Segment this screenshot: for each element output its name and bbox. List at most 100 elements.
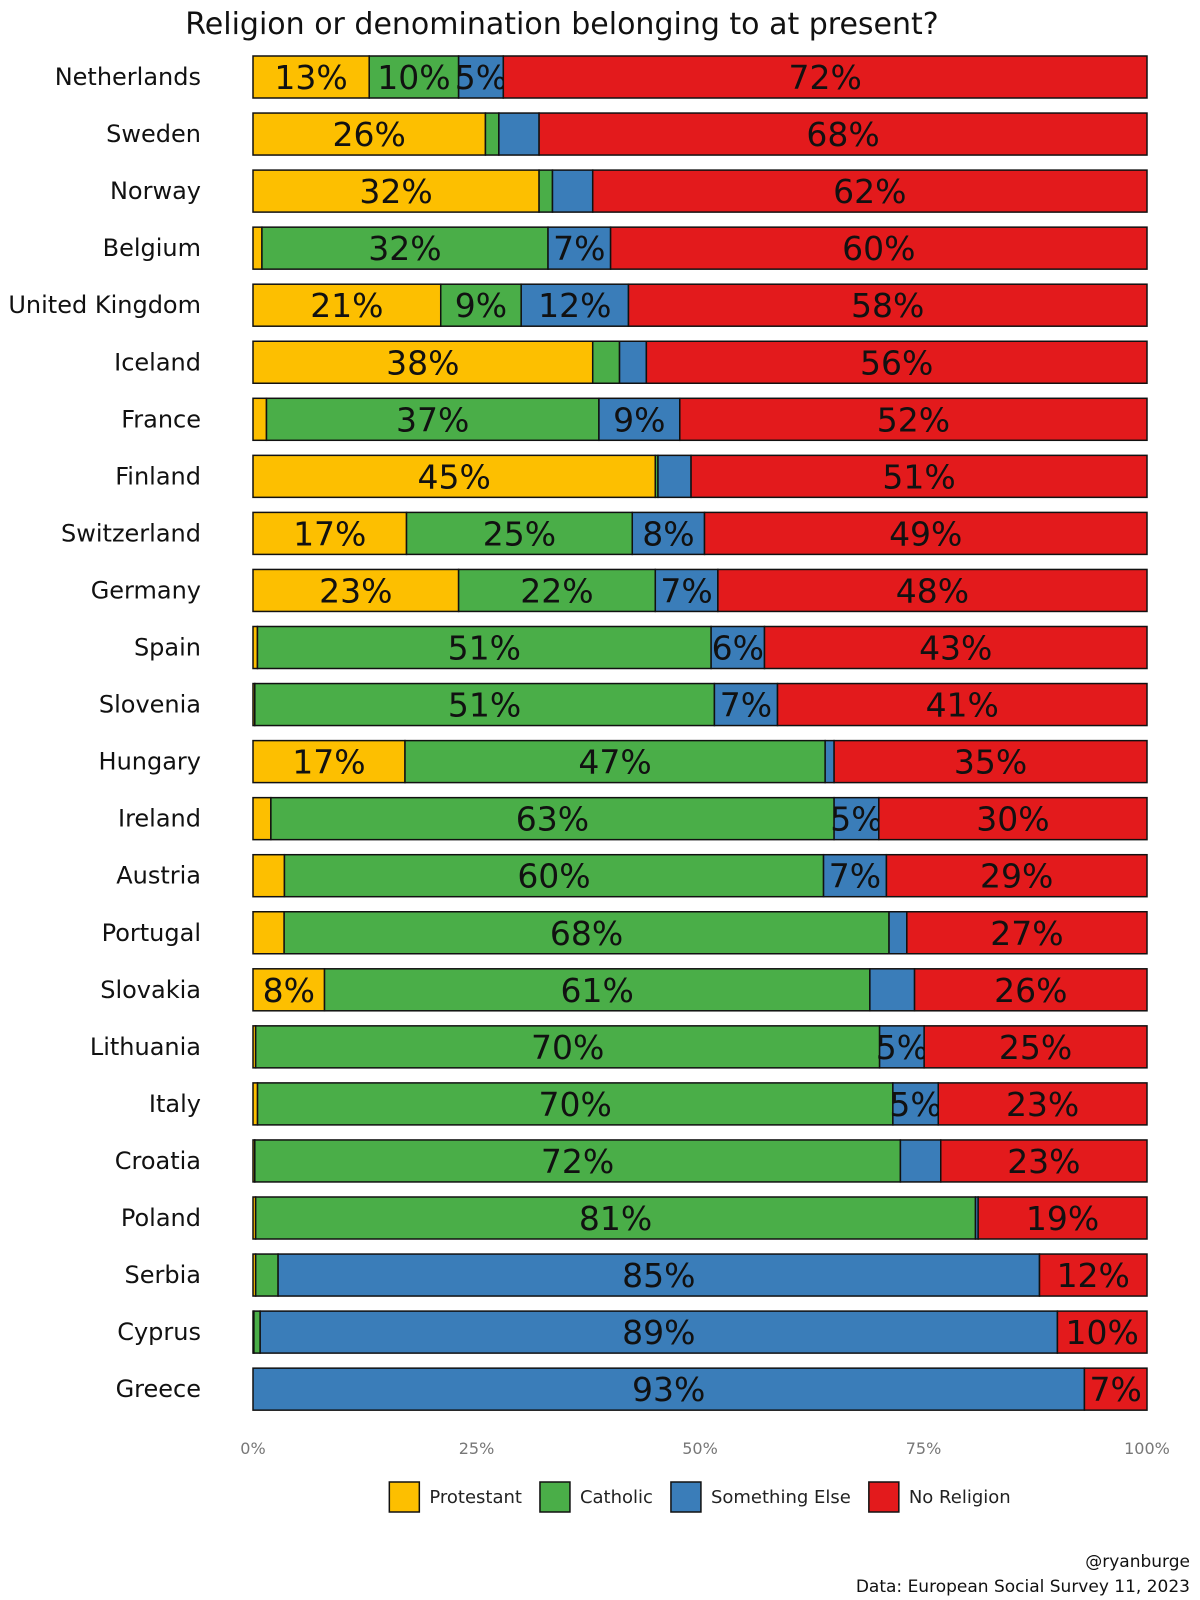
data-label-hungary-protestant: 17% [292, 743, 365, 782]
bar-segment-sweden-protestant [252, 112, 487, 156]
data-label-italy-no-religion: 23% [1006, 1085, 1079, 1124]
data-label-croatia-catholic: 72% [541, 1142, 614, 1181]
bar-segment-united-kingdom-something-else [520, 283, 630, 327]
data-label-netherlands-something-else: 5% [455, 58, 507, 97]
bar-segment-lithuania-no-religion [923, 1025, 1148, 1069]
data-label-spain-something-else: 6% [712, 629, 764, 668]
bar-segment-norway-catholic [538, 169, 554, 213]
bar-segment-spain-no-religion [763, 625, 1148, 670]
bar-segment-croatia-no-religion [940, 1139, 1148, 1183]
bar-segment-switzerland-catholic [405, 511, 634, 556]
legend-swatch-catholic [539, 1481, 571, 1513]
bar-segment-austria-something-else [822, 853, 888, 898]
country-label-germany: Germany [91, 576, 201, 604]
legend-swatch-no-religion [868, 1481, 900, 1513]
country-label-belgium: Belgium [103, 234, 201, 262]
data-label-croatia-no-religion: 23% [1007, 1142, 1080, 1181]
caption-author: @ryanburge [1085, 1552, 1190, 1572]
bar-segment-sweden-something-else [498, 112, 540, 156]
bar-segment-germany-protestant [252, 568, 460, 613]
data-label-netherlands-no-religion: 72% [788, 58, 861, 97]
data-label-switzerland-protestant: 17% [293, 514, 366, 553]
data-label-germany-protestant: 23% [319, 571, 392, 610]
country-label-norway: Norway [110, 177, 201, 205]
bar-segment-netherlands-catholic [368, 55, 460, 99]
country-label-poland: Poland [121, 1204, 201, 1232]
bar-segment-france-catholic [265, 397, 600, 442]
bar-segment-france-protestant [252, 397, 268, 442]
bar-segment-ireland-something-else [833, 796, 880, 841]
x-tick-label: 100% [1124, 1439, 1170, 1458]
data-label-france-no-religion: 52% [877, 400, 950, 439]
bar-segment-croatia-something-else [899, 1139, 942, 1183]
data-label-ireland-something-else: 5% [830, 800, 882, 839]
data-label-switzerland-something-else: 8% [642, 514, 694, 553]
country-label-united-kingdom: United Kingdom [8, 291, 201, 319]
data-label-germany-no-religion: 48% [896, 571, 969, 610]
country-label-austria: Austria [116, 862, 201, 890]
data-label-lithuania-something-else: 5% [876, 1028, 928, 1067]
bar-segment-ireland-protestant [252, 796, 272, 841]
country-label-portugal: Portugal [102, 919, 201, 947]
data-label-united-kingdom-something-else: 12% [538, 286, 611, 325]
country-label-slovakia: Slovakia [100, 976, 201, 1004]
data-label-finland-protestant: 45% [417, 457, 490, 496]
legend-item: No Religion [868, 1481, 1011, 1513]
bar-segment-iceland-protestant [252, 340, 594, 384]
bar-segment-austria-protestant [252, 853, 286, 898]
legend-swatch-something-else [670, 1481, 702, 1513]
data-label-italy-catholic: 70% [539, 1085, 612, 1124]
bar-segment-hungary-no-religion [833, 739, 1148, 784]
legend-label: Something Else [711, 1487, 851, 1508]
data-label-norway-protestant: 32% [359, 172, 432, 211]
country-label-cyprus: Cyprus [117, 1318, 201, 1346]
data-label-hungary-no-religion: 35% [954, 743, 1027, 782]
bar-segment-united-kingdom-no-religion [627, 283, 1148, 327]
bar-segment-germany-something-else [654, 568, 719, 613]
country-label-croatia: Croatia [115, 1147, 201, 1175]
data-label-belgium-catholic: 32% [368, 229, 441, 268]
bar-segment-france-something-else [598, 397, 681, 442]
bar-segment-norway-protestant [252, 169, 540, 213]
bar-segment-slovenia-something-else [713, 682, 779, 727]
data-label-lithuania-no-religion: 25% [999, 1028, 1072, 1067]
data-label-greece-no-religion: 7% [1090, 1370, 1142, 1409]
data-label-lithuania-catholic: 70% [531, 1028, 604, 1067]
data-label-spain-no-religion: 43% [919, 629, 992, 668]
bar-segment-germany-catholic [457, 568, 657, 613]
bar-segment-poland-catholic [254, 1196, 977, 1240]
data-label-united-kingdom-protestant: 21% [310, 286, 383, 325]
bar-segment-sweden-catholic [484, 112, 500, 156]
bar-segment-netherlands-no-religion [502, 55, 1148, 99]
bar-segment-iceland-something-else [618, 340, 648, 384]
chart-title: Religion or denomination belonging to at… [185, 7, 938, 42]
data-label-slovakia-protestant: 8% [263, 971, 315, 1010]
bar-segment-portugal-protestant [252, 911, 285, 955]
bar-segment-greece-no-religion [1083, 1367, 1148, 1411]
bar-segment-slovenia-no-religion [776, 682, 1148, 727]
data-label-united-kingdom-catholic: 9% [455, 286, 507, 325]
data-label-hungary-catholic: 47% [578, 743, 651, 782]
country-label-france: France [121, 405, 201, 433]
data-label-finland-no-religion: 51% [882, 457, 955, 496]
country-label-hungary: Hungary [99, 748, 201, 776]
x-tick-label: 75% [906, 1439, 942, 1458]
bar-segment-lithuania-something-else [878, 1025, 925, 1069]
bar-segment-spain-catholic [256, 625, 712, 670]
data-label-germany-catholic: 22% [520, 571, 593, 610]
bars-layer: Netherlands 13% 10% 5% 72%Sweden 26% 68%Norway… [8, 55, 1148, 1411]
x-tick-label: 0% [240, 1439, 265, 1458]
bar-segment-portugal-no-religion [906, 911, 1148, 955]
data-label-austria-catholic: 60% [517, 857, 590, 896]
data-label-belgium-something-else: 7% [553, 229, 605, 268]
country-label-sweden: Sweden [106, 120, 201, 148]
data-label-portugal-catholic: 68% [550, 914, 623, 953]
bar-segment-netherlands-something-else [457, 55, 505, 99]
legend-swatch-protestant [388, 1481, 421, 1513]
data-label-poland-catholic: 81% [579, 1199, 652, 1238]
data-label-greece-something-else: 93% [632, 1370, 705, 1409]
bar-segment-sweden-no-religion [538, 112, 1148, 156]
bar-segment-hungary-catholic [404, 739, 826, 784]
country-label-spain: Spain [134, 634, 201, 662]
bar-segment-netherlands-protestant [252, 55, 370, 99]
